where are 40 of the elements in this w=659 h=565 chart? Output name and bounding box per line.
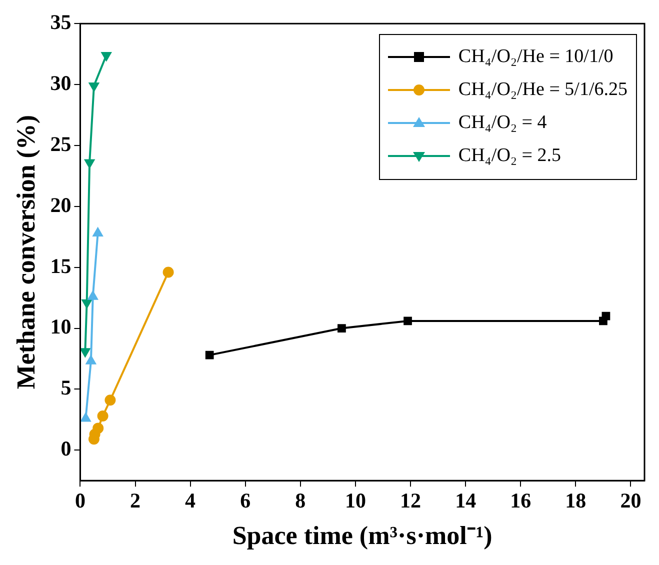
point (602, 312, 610, 320)
point (92, 422, 104, 434)
legend-label: CH₄/O₂ = 4 (458, 112, 547, 134)
x-tick-label: 4 (185, 488, 196, 513)
y-tick-label: 30 (50, 70, 72, 95)
point (89, 82, 99, 92)
legend-label: CH₄/O₂/He = 5/1/6.25 (458, 79, 628, 102)
y-tick-label: 20 (50, 192, 72, 217)
point (80, 348, 90, 357)
point (338, 324, 346, 332)
x-tick-label: 18 (565, 488, 586, 513)
x-tick-label: 8 (295, 488, 306, 513)
y-tick-label: 5 (60, 376, 72, 400)
legend-label: CH₄/O₂/He = 10/1/0 (458, 46, 614, 68)
x-tick-label: 6 (240, 488, 251, 513)
legend-label: CH₄/O₂ = 2.5 (458, 145, 561, 168)
y-tick-label: 0 (60, 436, 72, 461)
y-axis-title: Methane conversion (%) (11, 114, 40, 390)
point (205, 350, 214, 360)
point (86, 356, 96, 364)
point (101, 52, 112, 61)
point (84, 159, 94, 168)
x-tick-label: 12 (400, 488, 422, 513)
y-tick-label: 25 (50, 132, 72, 156)
y-tick-label: 35 (50, 10, 72, 34)
point (104, 394, 116, 406)
x-tick-label: 14 (455, 488, 477, 513)
x-tick-label: 16 (510, 488, 532, 513)
x-axis-title: Space time (m³·s·mol⁻¹) (232, 521, 492, 550)
point (88, 291, 98, 300)
x-tick-label: 2 (130, 488, 141, 513)
point (82, 299, 92, 308)
point (404, 316, 412, 326)
y-tick-label: 10 (50, 314, 72, 339)
point (97, 410, 108, 422)
x-tick-label: 20 (620, 488, 642, 513)
point (80, 412, 91, 422)
x-tick-label: 10 (344, 488, 366, 513)
y-tick-label: 15 (50, 254, 72, 278)
point (162, 266, 174, 278)
